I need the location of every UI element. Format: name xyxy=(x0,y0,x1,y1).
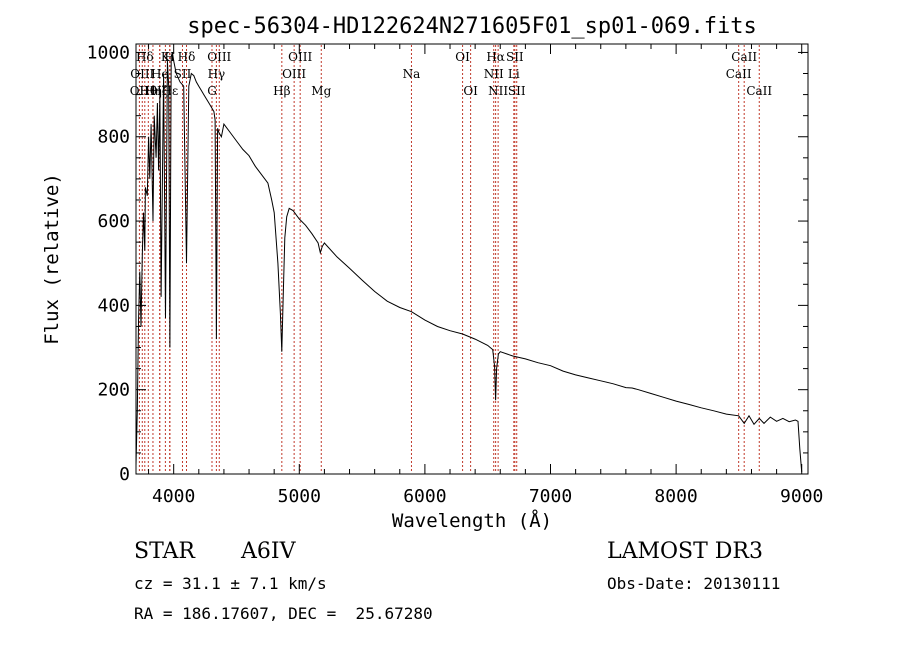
line-label-1: Hθ xyxy=(139,84,157,98)
coordinates: RA = 186.17607, DEC = 25.67280 xyxy=(134,604,433,623)
line-label-15: Hβ xyxy=(273,84,290,98)
line-label-5: Hδ xyxy=(178,50,196,64)
y-tick-label: 600 xyxy=(97,211,130,232)
y-tick-label: 0 xyxy=(119,464,130,485)
line-label-28: CaII xyxy=(726,67,752,81)
x-tick-label: 4000 xyxy=(152,486,195,507)
y-tick-label: 800 xyxy=(97,127,130,148)
y-axis-ticks: 0 200 400 600 800 1000 xyxy=(87,42,808,485)
x-tick-label: 9000 xyxy=(780,486,823,507)
line-label-3: Hζ xyxy=(151,84,168,98)
line-label-18: Mg xyxy=(311,84,331,98)
object-class: STAR xyxy=(134,539,195,564)
spectral-line-markers xyxy=(138,45,760,473)
line-label-13: Hγ xyxy=(208,67,226,81)
object-subclass: A6IV xyxy=(241,539,296,564)
spectrum-line xyxy=(135,52,803,472)
y-tick-label: 200 xyxy=(97,380,130,401)
line-label-20: OI xyxy=(455,50,470,64)
line-label-30: CaII xyxy=(746,84,772,98)
x-axis-label: Wavelength (Å) xyxy=(392,509,552,532)
line-label-17: OIII xyxy=(288,50,312,64)
line-label-16: OIII xyxy=(282,67,306,81)
x-axis-ticks: 4000 5000 6000 7000 8000 9000 xyxy=(148,44,823,507)
x-tick-label: 8000 xyxy=(654,486,697,507)
line-label-22: NII xyxy=(484,67,504,81)
line-label-0: OII xyxy=(130,84,150,98)
line-label-25: Li xyxy=(508,67,520,81)
chart-title: spec-56304-HD122624N271605F01_sp01-069.f… xyxy=(187,14,757,39)
line-label-19: Na xyxy=(403,67,421,81)
y-axis-label: Flux (relative) xyxy=(41,173,63,345)
line-label-4: Hε xyxy=(162,84,179,98)
plot-frame xyxy=(135,43,809,475)
redshift-cz: cz = 31.1 ± 7.1 km/s xyxy=(134,574,327,593)
line-label-24: NII xyxy=(488,84,508,98)
line-label-14: G xyxy=(207,84,217,98)
line-label-21: OI xyxy=(463,84,478,98)
line-label-10: He xyxy=(151,67,169,81)
line-label-12: OIII xyxy=(207,50,231,64)
line-label-27: SII xyxy=(508,84,526,98)
line-label-6: K xyxy=(161,50,171,64)
line-label-9: OIII xyxy=(130,67,154,81)
x-tick-label: 6000 xyxy=(403,486,446,507)
line-label-7: H xyxy=(164,50,174,64)
line-label-2: Hη xyxy=(144,84,162,98)
survey-name: LAMOST DR3 xyxy=(607,539,763,564)
x-tick-label: 5000 xyxy=(278,486,321,507)
line-label-23: Hα xyxy=(486,50,505,64)
y-tick-label: 400 xyxy=(97,295,130,316)
x-tick-label: 7000 xyxy=(529,486,572,507)
line-label-26: SII xyxy=(506,50,524,64)
observation-date: Obs-Date: 20130111 xyxy=(607,574,781,593)
line-label-29: CaII xyxy=(731,50,757,64)
y-tick-label: 1000 xyxy=(87,42,130,63)
line-label-8: Hδ xyxy=(136,50,154,64)
